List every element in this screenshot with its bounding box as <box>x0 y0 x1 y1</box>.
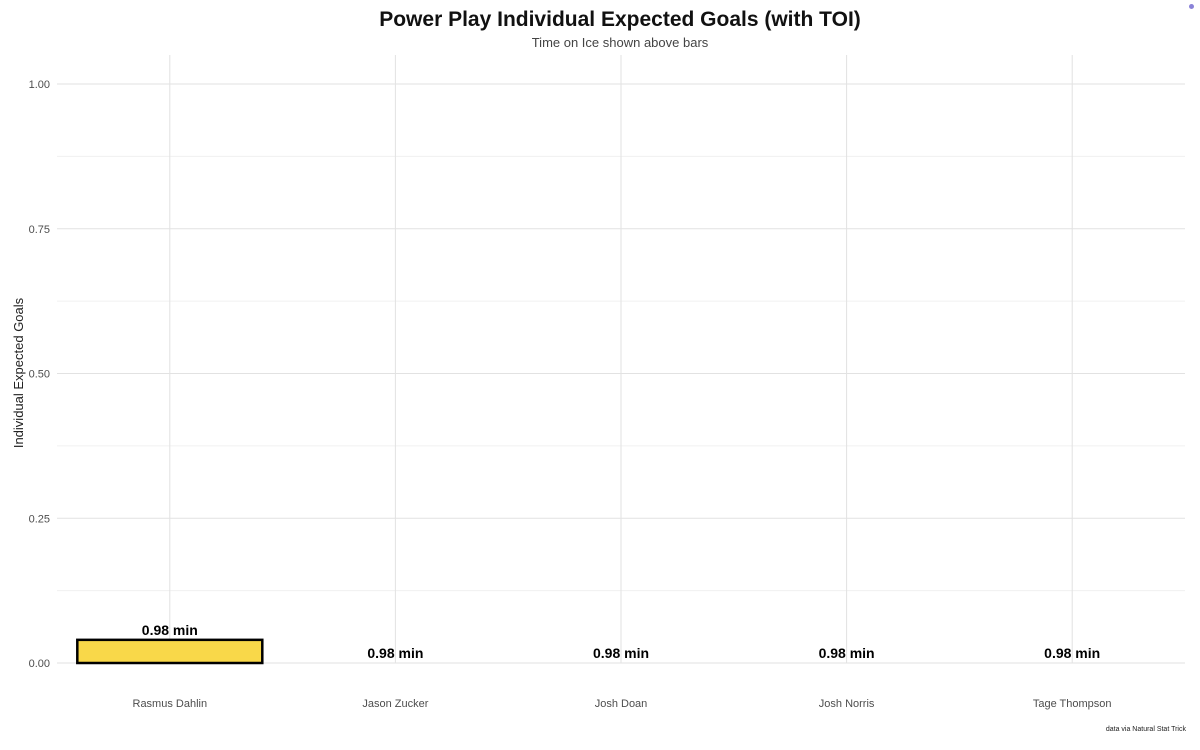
y-tick-label: 0.75 <box>29 224 50 236</box>
y-tick-label: 0.25 <box>29 513 50 525</box>
data-label: 0.98 min <box>142 622 198 638</box>
x-tick-label: Rasmus Dahlin <box>133 698 208 710</box>
data-label: 0.98 min <box>367 645 423 661</box>
y-tick-label: 1.00 <box>29 79 50 91</box>
data-label: 0.98 min <box>1044 645 1100 661</box>
x-tick-label: Josh Doan <box>595 698 648 710</box>
y-tick-label: 0.50 <box>29 369 50 381</box>
chart-subtitle: Time on Ice shown above bars <box>531 35 709 50</box>
data-label: 0.98 min <box>819 645 875 661</box>
y-tick-label: 0.00 <box>29 658 50 670</box>
chart-title: Power Play Individual Expected Goals (wi… <box>379 8 861 31</box>
x-tick-label: Tage Thompson <box>1033 698 1112 710</box>
data-label: 0.98 min <box>593 645 649 661</box>
bar-rasmus-dahlin <box>76 638 264 665</box>
x-tick-label: Josh Norris <box>819 698 875 710</box>
y-axis-label: Individual Expected Goals <box>11 297 26 448</box>
corner-dot <box>1189 4 1194 9</box>
x-tick-label: Jason Zucker <box>362 698 428 710</box>
data-source-caption: data via Natural Stat Trick <box>1105 726 1186 733</box>
